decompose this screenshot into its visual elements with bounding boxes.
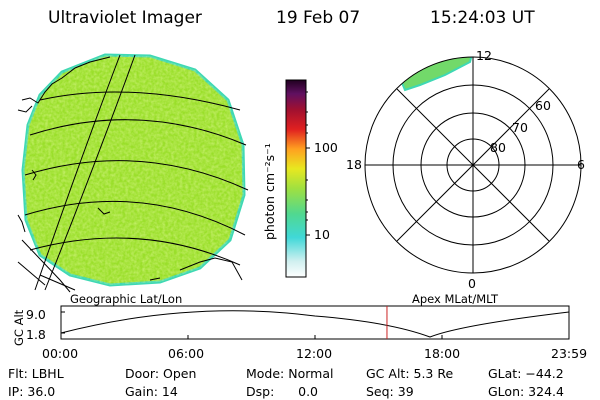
coastline-overlay bbox=[17, 56, 243, 281]
lat-label-70: 70 bbox=[512, 120, 528, 135]
mode-info: Mode: Normal bbox=[246, 366, 334, 381]
mlt-label-12: 12 bbox=[476, 48, 492, 63]
colorbar-tick-100: 100 bbox=[314, 140, 338, 155]
time-tick-0000: 00:00 bbox=[42, 346, 79, 361]
gain-info: Gain: 14 bbox=[125, 384, 178, 399]
ip-info: IP: 36.0 bbox=[8, 384, 56, 399]
gc-alt-info: GC Alt: 5.3 Re bbox=[366, 366, 454, 381]
glon-info: GLon: 324.4 bbox=[488, 384, 564, 399]
mlt-label-6: 6 bbox=[577, 157, 585, 172]
colorbar-tick-10: 10 bbox=[314, 227, 330, 242]
glat-info: GLat: −44.2 bbox=[488, 366, 564, 381]
mlt-label-18: 18 bbox=[346, 157, 362, 172]
time-label: 15:24:03 UT bbox=[430, 8, 535, 28]
time-tick-2359: 23:59 bbox=[551, 346, 588, 361]
time-tick-1200: 12:00 bbox=[296, 346, 333, 361]
time-tick-1800: 18:00 bbox=[424, 346, 461, 361]
geo-caption: Geographic Lat/Lon bbox=[70, 292, 183, 306]
latlon-grid bbox=[17, 54, 249, 293]
dsp-info: Dsp: 0.0 bbox=[246, 384, 319, 399]
alt-tick-high: 9.0 bbox=[26, 307, 46, 322]
uv-image-disk bbox=[21, 53, 246, 287]
apex-caption: Apex MLat/MLT bbox=[412, 292, 499, 306]
instrument-title: Ultraviolet Imager bbox=[48, 8, 202, 28]
lat-label-60: 60 bbox=[535, 98, 551, 113]
door-info: Door: Open bbox=[125, 366, 197, 381]
mlt-label-0: 0 bbox=[468, 276, 476, 291]
date-label: 19 Feb 07 bbox=[276, 8, 361, 28]
lat-label-80: 80 bbox=[490, 140, 506, 155]
colorbar-scale bbox=[285, 79, 307, 278]
filter-info: Flt: LBHL bbox=[8, 366, 64, 381]
altitude-curve bbox=[60, 310, 570, 338]
seq-info: Seq: 39 bbox=[366, 384, 414, 399]
time-tick-0600: 06:00 bbox=[168, 346, 205, 361]
alt-tick-low: 1.8 bbox=[26, 327, 46, 342]
